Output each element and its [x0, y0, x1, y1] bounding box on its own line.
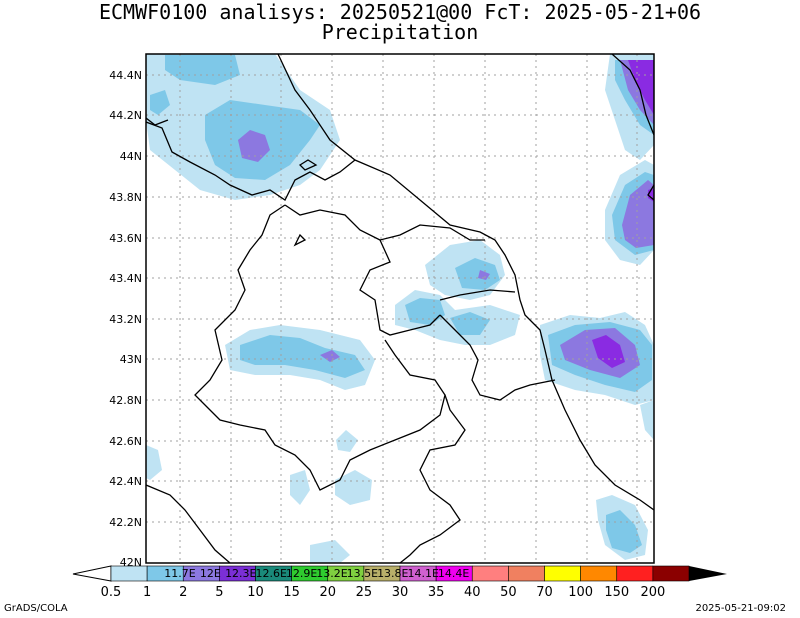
- lat-label: 42.6N: [109, 435, 142, 448]
- map-frame: [145, 53, 655, 564]
- lat-label: 43.4N: [109, 272, 142, 285]
- colorbar-tick-label: 0.5: [101, 585, 122, 600]
- footer-timestamp: 2025-05-21-09:02: [695, 603, 786, 614]
- lat-label: 44.2N: [109, 109, 142, 122]
- map-grid: [146, 54, 654, 563]
- colorbar-swatch: [471, 565, 509, 582]
- colorbar-tick-label: 5: [215, 585, 223, 600]
- colorbar-tick-label: 100: [568, 585, 593, 600]
- colorbar-tick-label: 1: [143, 585, 151, 600]
- colorbar-tick-label: 70: [536, 585, 553, 600]
- lat-label: 43.8N: [109, 191, 142, 204]
- colorbar-inner-label: 12.9E: [286, 567, 317, 580]
- colorbar-tick-label: 25: [356, 585, 373, 600]
- colorbar-low-arrow: [72, 565, 112, 582]
- lat-label: 42.4N: [109, 475, 142, 488]
- colorbar-tick-label: 50: [500, 585, 517, 600]
- lat-label: 43.6N: [109, 232, 142, 245]
- colorbar-tick-label: 35: [428, 585, 445, 600]
- lat-label: 43.2N: [109, 313, 142, 326]
- colorbar-tick-label: 150: [604, 585, 629, 600]
- colorbar-inner-label: 13.2E: [316, 567, 347, 580]
- footer-credit: GrADS/COLA: [4, 603, 68, 614]
- colorbar-inner-label: 14.4E: [438, 567, 469, 580]
- lat-label: 43N: [120, 353, 142, 366]
- colorbar-high-arrow: [689, 566, 727, 581]
- colorbar-swatch: [110, 565, 148, 582]
- colorbar-tick-label: 10: [247, 585, 264, 600]
- colorbar-swatch: [544, 565, 581, 582]
- colorbar-inner-label: 13.5E: [347, 567, 378, 580]
- colorbar-inner-label: 14.1E: [407, 567, 438, 580]
- colorbar-inner-label: 11.7E: [164, 567, 195, 580]
- map-subtitle: Precipitation: [321, 20, 479, 44]
- colorbar-swatch: [580, 565, 618, 582]
- lat-label: 42.8N: [109, 394, 142, 407]
- lat-label: 44.4N: [109, 69, 142, 82]
- lat-label: 44N: [120, 150, 142, 163]
- colorbar-swatch: [508, 565, 545, 582]
- colorbar-inner-label: 13.8E: [377, 567, 408, 580]
- precipitation-fields: [146, 54, 654, 563]
- colorbar-tick-label: 40: [464, 585, 481, 600]
- latitude-labels: 44.4N 44.2N 44N 43.8N 43.6N 43.4N 43.2N …: [109, 69, 142, 569]
- colorbar: 11.7E 12E 12.3E12.6E12.9E13.2E13.5E13.8E14…: [72, 565, 727, 600]
- colorbar-inner-label: 12.6E: [255, 567, 286, 580]
- colorbar-tick-label: 20: [319, 585, 336, 600]
- colorbar-inner-label: 12.3E: [225, 567, 256, 580]
- lat-label: 42.2N: [109, 516, 142, 529]
- colorbar-swatch: [616, 565, 654, 582]
- colorbar-tick-label: 30: [392, 585, 409, 600]
- colorbar-tick-label: 200: [640, 585, 665, 600]
- colorbar-tick-label: 2: [179, 585, 187, 600]
- map-title: ECMWF0100 analisys: 20250521@00 FcT: 202…: [98, 0, 702, 24]
- colorbar-tick-label: 15: [283, 585, 300, 600]
- region-boundaries: [146, 54, 654, 563]
- colorbar-inner-label: 12E: [200, 567, 221, 580]
- colorbar-swatch: [652, 565, 690, 582]
